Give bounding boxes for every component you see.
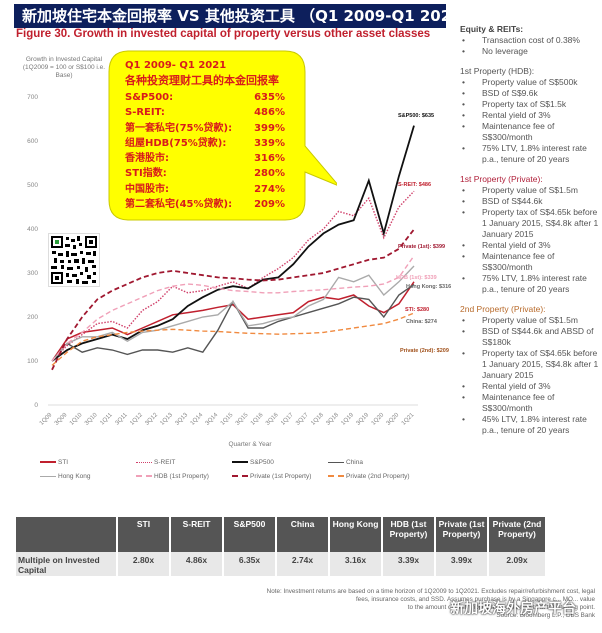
assumptions-panel: Equity & REITs: Transaction cost of 0.38…: [460, 24, 600, 436]
svg-text:200: 200: [27, 314, 38, 321]
svg-text:3Q18: 3Q18: [325, 412, 340, 427]
svg-text:1Q13: 1Q13: [159, 412, 174, 427]
footnote: Note: Investment returns are based on a …: [266, 588, 595, 619]
svg-text:500: 500: [27, 182, 38, 189]
svg-text:1Q10: 1Q10: [69, 412, 84, 427]
svg-text:1Q19: 1Q19: [340, 412, 355, 427]
table-row: Multiple on Invested Capital 2.80x 4.86x…: [16, 552, 545, 576]
svg-text:3Q11: 3Q11: [115, 412, 130, 427]
callout-row: S-REIT: 486%: [125, 107, 285, 119]
svg-text:300: 300: [27, 270, 38, 277]
legend-item-sp500: S&P500: [232, 459, 328, 466]
returns-callout: Q1 2009- Q1 2021 各种投资理财工具的本金回报率 S&P500: 6…: [107, 50, 337, 222]
private1-list: Property value of S$1.5m BSD of S$44.6k …: [460, 185, 600, 295]
equity-heading: Equity & REITs:: [460, 24, 524, 34]
callout-row: 香港股市: 316%: [125, 153, 285, 165]
svg-text:3Q13: 3Q13: [175, 412, 190, 427]
legend-item-china: China: [328, 459, 424, 466]
callout-row: S&P500: 635%: [125, 92, 285, 103]
svg-text:1Q16: 1Q16: [250, 412, 265, 427]
banner-title: 新加坡住宅本金回报率 VS 其他投资工具 （Q1 2009-Q1 2021）: [14, 4, 477, 28]
y-axis-title: Growth in Invested Capital (1Q2009 = 100…: [22, 56, 106, 79]
legend-item-private-1st: Private (1st Property): [232, 473, 328, 480]
watermark: 新加坡海外房产平台: [450, 601, 576, 617]
svg-text:400: 400: [27, 226, 38, 233]
svg-text:China: $274: China: $274: [406, 319, 438, 325]
table-header-row: STI S-REIT S&P500 China Hong Kong HDB (1…: [16, 517, 545, 552]
svg-text:S&P500: $635: S&P500: $635: [398, 113, 434, 119]
svg-text:3Q15: 3Q15: [235, 412, 250, 427]
svg-text:1Q18: 1Q18: [310, 412, 325, 427]
svg-text:3Q20: 3Q20: [386, 412, 401, 427]
svg-text:STI: $280: STI: $280: [405, 307, 429, 313]
figure-title: Figure 30. Growth in invested capital of…: [16, 28, 431, 40]
svg-text:1Q20: 1Q20: [371, 412, 386, 427]
callout-row: STI指数: 280%: [125, 168, 285, 180]
chart-legend: STI S-REIT S&P500 China Hong Kong HDB (1…: [40, 455, 440, 483]
svg-text:1Q14: 1Q14: [190, 412, 205, 427]
private2-heading: 2nd Property (Private):: [460, 304, 546, 314]
callout-row: 第一套私宅(75%贷款): 399%: [125, 122, 285, 134]
callout-subtitle: 各种投资理财工具的本金回报率: [125, 74, 279, 87]
svg-text:Private (2nd): $209: Private (2nd): $209: [400, 348, 449, 354]
x-axis-title: Quarter & Year: [228, 441, 272, 448]
legend-item-hdb: HDB (1st Property): [136, 473, 232, 480]
svg-text:100: 100: [27, 358, 38, 365]
private1-heading: 1st Property (Private):: [460, 174, 543, 184]
svg-text:0: 0: [34, 402, 38, 409]
qr-code: [48, 233, 100, 287]
svg-text:S-REIT: $486: S-REIT: $486: [398, 182, 431, 188]
svg-text:3Q14: 3Q14: [205, 412, 220, 427]
svg-text:3Q10: 3Q10: [84, 412, 99, 427]
svg-text:3Q16: 3Q16: [265, 412, 280, 427]
svg-text:1Q12: 1Q12: [129, 412, 144, 427]
multiple-table: STI S-REIT S&P500 China Hong Kong HDB (1…: [14, 517, 547, 576]
svg-text:1Q21: 1Q21: [401, 412, 416, 427]
svg-text:1Q15: 1Q15: [220, 412, 235, 427]
callout-row: 第二套私宅(45%贷款): 209%: [125, 199, 285, 211]
svg-text:1Q09: 1Q09: [39, 412, 54, 427]
callout-row: 中国股市: 274%: [125, 183, 285, 195]
equity-list: Transaction cost of 0.38% No leverage: [460, 35, 600, 57]
svg-text:3Q12: 3Q12: [144, 412, 159, 427]
svg-text:HDB (1st): $339: HDB (1st): $339: [396, 275, 437, 281]
svg-text:3Q17: 3Q17: [295, 412, 310, 427]
svg-text:1Q17: 1Q17: [280, 412, 295, 427]
legend-item-sreit: S-REIT: [136, 459, 232, 466]
svg-text:700: 700: [27, 94, 38, 101]
svg-text:600: 600: [27, 138, 38, 145]
hdb-list: Property value of S$500k BSD of S$9.6k P…: [460, 77, 600, 165]
legend-item-private-2nd: Private (2nd Property): [328, 473, 424, 480]
hdb-heading: 1st Property (HDB):: [460, 66, 535, 76]
svg-text:1Q11: 1Q11: [99, 412, 114, 427]
svg-text:3Q09: 3Q09: [54, 412, 69, 427]
callout-row: 组屋HDB(75%贷款): 339%: [125, 137, 285, 149]
svg-text:Private (1st): $399: Private (1st): $399: [398, 244, 445, 250]
legend-item-hong-kong: Hong Kong: [40, 473, 136, 480]
private2-list: Property value of S$1.5m BSD of S$44.6k …: [460, 315, 600, 436]
svg-text:Hong Kong: $316: Hong Kong: $316: [406, 284, 451, 290]
callout-bubble: [108, 50, 337, 221]
svg-text:3Q19: 3Q19: [356, 412, 371, 427]
callout-period: Q1 2009- Q1 2021: [125, 60, 227, 71]
legend-item-sti: STI: [40, 459, 136, 466]
